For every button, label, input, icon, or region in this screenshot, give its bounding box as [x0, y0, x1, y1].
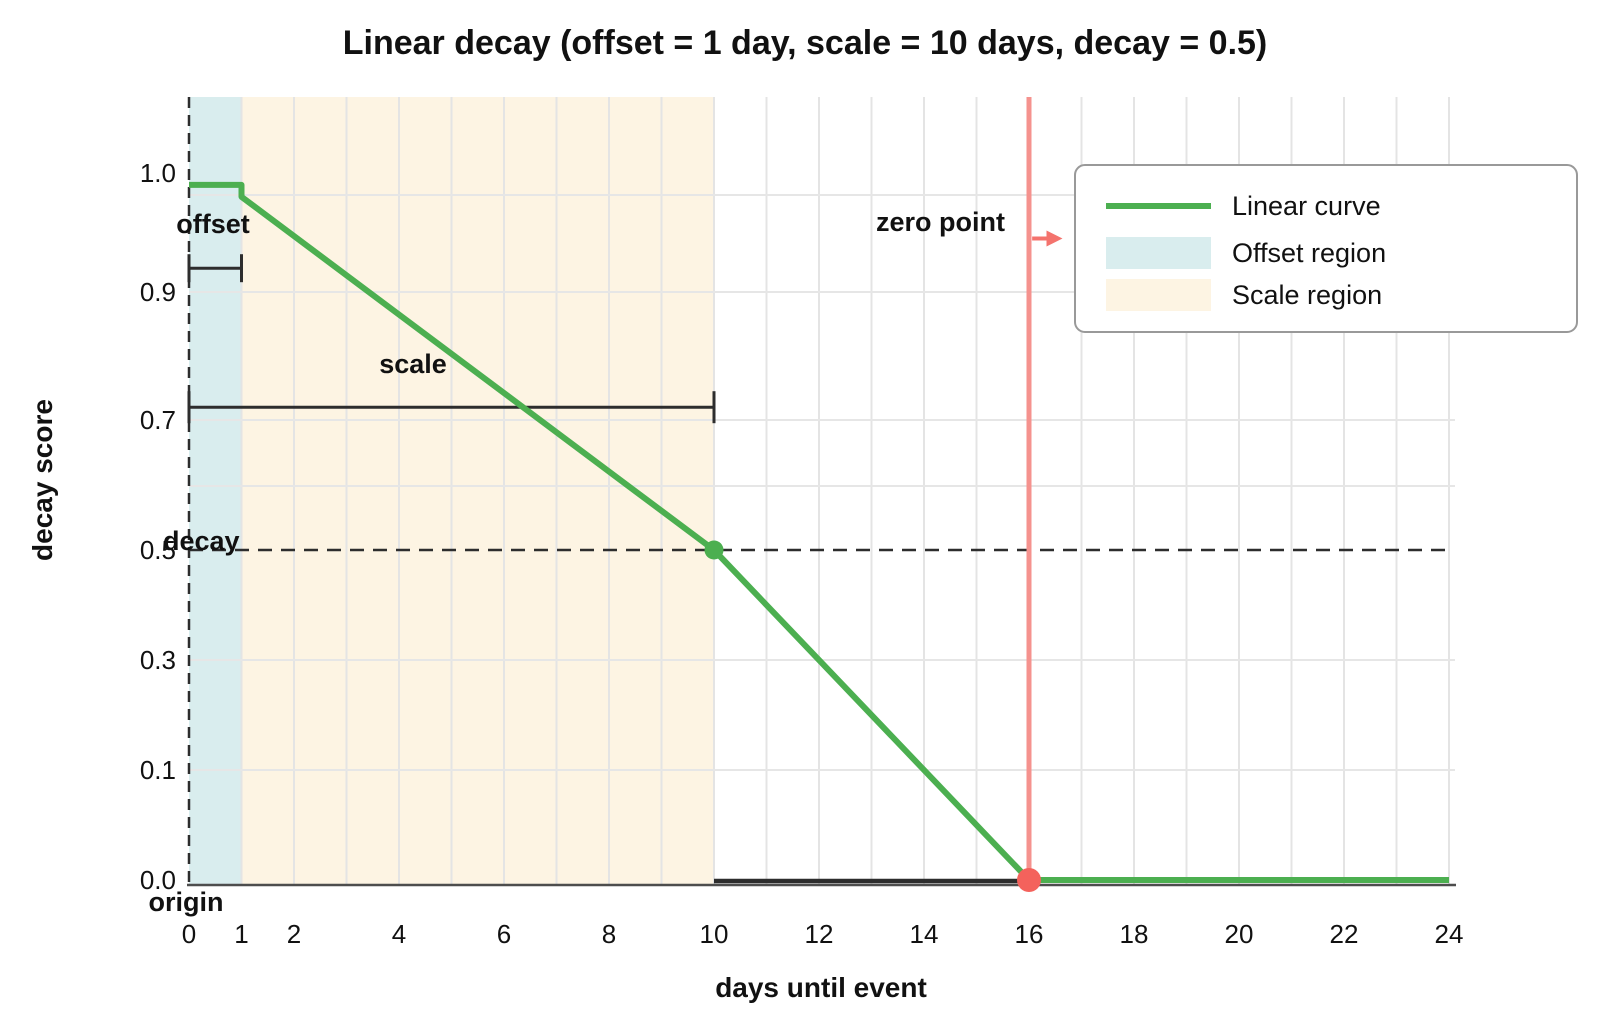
y-tick-label: 0.0	[140, 865, 176, 895]
y-tick-label: 0.5	[140, 535, 176, 565]
x-tick-label: 18	[1120, 919, 1149, 949]
y-tick-label: 0.9	[140, 277, 176, 307]
x-tick-label: 8	[602, 919, 616, 949]
legend-offset-swatch	[1106, 237, 1211, 269]
y-tick-label: 0.3	[140, 645, 176, 675]
scale-annotation: scale	[379, 349, 447, 379]
scale-bracket	[187, 391, 716, 424]
y-tick-label: 1.0	[140, 158, 176, 188]
decay-point-marker	[704, 540, 724, 560]
y-axis-title: decay score	[27, 399, 58, 561]
x-tick-label: 16	[1015, 919, 1044, 949]
x-tick-label: 2	[287, 919, 301, 949]
x-tick-label: 14	[910, 919, 939, 949]
x-tick-label: 4	[392, 919, 406, 949]
x-tick-label: 10	[700, 919, 729, 949]
zero-point-marker	[1017, 868, 1041, 892]
legend-label-linear-curve: Linear curve	[1232, 191, 1381, 221]
legend-scale-swatch	[1106, 279, 1211, 311]
legend-label-scale-region: Scale region	[1232, 280, 1382, 310]
offset-annotation: offset	[176, 209, 250, 239]
x-tick-label: 0	[182, 919, 196, 949]
x-tick-label: 22	[1330, 919, 1359, 949]
zero-point-annotation: zero point	[876, 207, 1005, 237]
decay-annotation: decay	[163, 526, 240, 556]
x-axis-title: days until event	[715, 972, 927, 1003]
zero-point-arrowhead	[1046, 230, 1063, 247]
y-tick-label: 0.7	[140, 405, 176, 435]
x-tick-label: 1	[234, 919, 248, 949]
offset-region	[189, 97, 242, 884]
x-tick-label: 24	[1435, 919, 1464, 949]
scale-region	[241, 97, 714, 884]
legend-label-offset-region: Offset region	[1232, 238, 1386, 268]
x-tick-label: 6	[497, 919, 511, 949]
offset-bracket	[187, 254, 243, 283]
y-tick-label: 0.1	[140, 755, 176, 785]
legend: Linear curve Offset region Scale region	[1074, 164, 1578, 333]
x-tick-label: 20	[1225, 919, 1254, 949]
chart-title: Linear decay (offset = 1 day, scale = 10…	[343, 24, 1268, 62]
x-tick-label: 12	[805, 919, 834, 949]
origin-annotation: origin	[149, 887, 224, 917]
linear-curve-line	[189, 181, 1449, 883]
